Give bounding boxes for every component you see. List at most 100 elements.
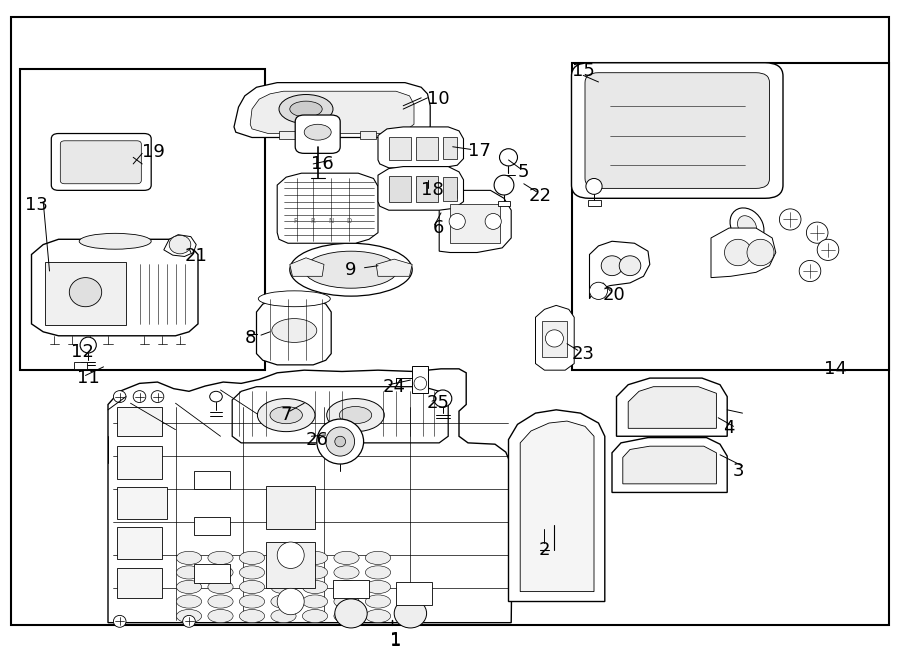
Polygon shape — [290, 258, 324, 276]
Text: 17: 17 — [468, 141, 491, 160]
Ellipse shape — [334, 551, 359, 564]
Ellipse shape — [277, 588, 304, 615]
Ellipse shape — [494, 175, 514, 195]
Text: 24: 24 — [382, 377, 406, 396]
Text: 4: 4 — [724, 419, 734, 438]
Bar — [74, 362, 87, 369]
Ellipse shape — [302, 580, 328, 594]
Ellipse shape — [272, 319, 317, 342]
Ellipse shape — [271, 580, 296, 594]
Polygon shape — [256, 299, 331, 365]
Bar — [45, 262, 126, 325]
Ellipse shape — [271, 551, 296, 564]
Polygon shape — [628, 387, 716, 428]
Ellipse shape — [277, 542, 304, 568]
Ellipse shape — [133, 391, 146, 403]
Ellipse shape — [271, 566, 296, 579]
Bar — [117, 407, 162, 436]
Ellipse shape — [239, 595, 265, 608]
Ellipse shape — [208, 595, 233, 608]
Ellipse shape — [176, 609, 202, 623]
Ellipse shape — [304, 124, 331, 140]
Polygon shape — [32, 239, 198, 336]
Ellipse shape — [239, 580, 265, 594]
Polygon shape — [612, 438, 727, 492]
FancyBboxPatch shape — [585, 73, 770, 188]
Ellipse shape — [317, 419, 364, 464]
Text: 23: 23 — [572, 344, 595, 363]
Text: 12: 12 — [71, 342, 94, 361]
Text: 26: 26 — [305, 430, 328, 449]
Ellipse shape — [799, 260, 821, 282]
Bar — [20, 69, 265, 370]
Ellipse shape — [449, 214, 465, 229]
Ellipse shape — [365, 580, 391, 594]
Ellipse shape — [210, 391, 222, 402]
Polygon shape — [623, 446, 716, 484]
Text: D: D — [346, 218, 352, 225]
Ellipse shape — [304, 251, 398, 288]
Bar — [389, 176, 411, 202]
Ellipse shape — [302, 566, 328, 579]
Ellipse shape — [176, 580, 202, 594]
Ellipse shape — [270, 407, 302, 424]
Polygon shape — [234, 83, 430, 137]
Ellipse shape — [183, 615, 195, 627]
Bar — [194, 517, 230, 535]
Bar — [443, 177, 457, 201]
Ellipse shape — [80, 337, 96, 353]
Text: 16: 16 — [310, 155, 334, 173]
Text: 15: 15 — [572, 62, 595, 81]
Ellipse shape — [279, 95, 333, 124]
Bar — [117, 446, 162, 479]
FancyBboxPatch shape — [60, 141, 141, 184]
Ellipse shape — [208, 609, 233, 623]
Text: 19: 19 — [141, 143, 165, 161]
Bar — [498, 201, 510, 206]
Bar — [360, 131, 376, 139]
Ellipse shape — [176, 566, 202, 579]
Text: P: P — [293, 218, 297, 225]
Ellipse shape — [747, 239, 774, 266]
Text: 9: 9 — [346, 260, 356, 279]
Text: 13: 13 — [24, 196, 48, 214]
Bar — [117, 487, 166, 519]
Ellipse shape — [365, 551, 391, 564]
Bar — [266, 486, 315, 529]
Bar — [194, 564, 230, 583]
Text: 22: 22 — [528, 186, 552, 205]
Text: 6: 6 — [433, 219, 444, 237]
Ellipse shape — [339, 407, 372, 424]
Ellipse shape — [302, 595, 328, 608]
Ellipse shape — [619, 256, 641, 276]
Ellipse shape — [414, 377, 427, 390]
Polygon shape — [232, 387, 448, 443]
Ellipse shape — [326, 427, 355, 456]
Ellipse shape — [394, 599, 427, 628]
Text: 14: 14 — [824, 360, 847, 378]
Ellipse shape — [151, 391, 164, 403]
Ellipse shape — [113, 615, 126, 627]
Text: 1: 1 — [391, 632, 401, 650]
Bar — [542, 321, 567, 357]
Ellipse shape — [335, 436, 346, 447]
Bar — [117, 527, 162, 559]
Text: 21: 21 — [184, 247, 208, 266]
Ellipse shape — [113, 391, 126, 403]
Ellipse shape — [290, 243, 412, 296]
Bar — [396, 582, 432, 605]
Ellipse shape — [302, 609, 328, 623]
Ellipse shape — [302, 551, 328, 564]
Ellipse shape — [176, 551, 202, 564]
Text: R: R — [310, 218, 316, 225]
Ellipse shape — [208, 580, 233, 594]
Ellipse shape — [485, 214, 501, 229]
Ellipse shape — [271, 595, 296, 608]
Ellipse shape — [257, 399, 315, 432]
Ellipse shape — [365, 609, 391, 623]
Polygon shape — [378, 127, 464, 168]
Ellipse shape — [69, 278, 102, 307]
Ellipse shape — [334, 595, 359, 608]
Polygon shape — [378, 167, 464, 210]
Text: 3: 3 — [733, 461, 743, 480]
